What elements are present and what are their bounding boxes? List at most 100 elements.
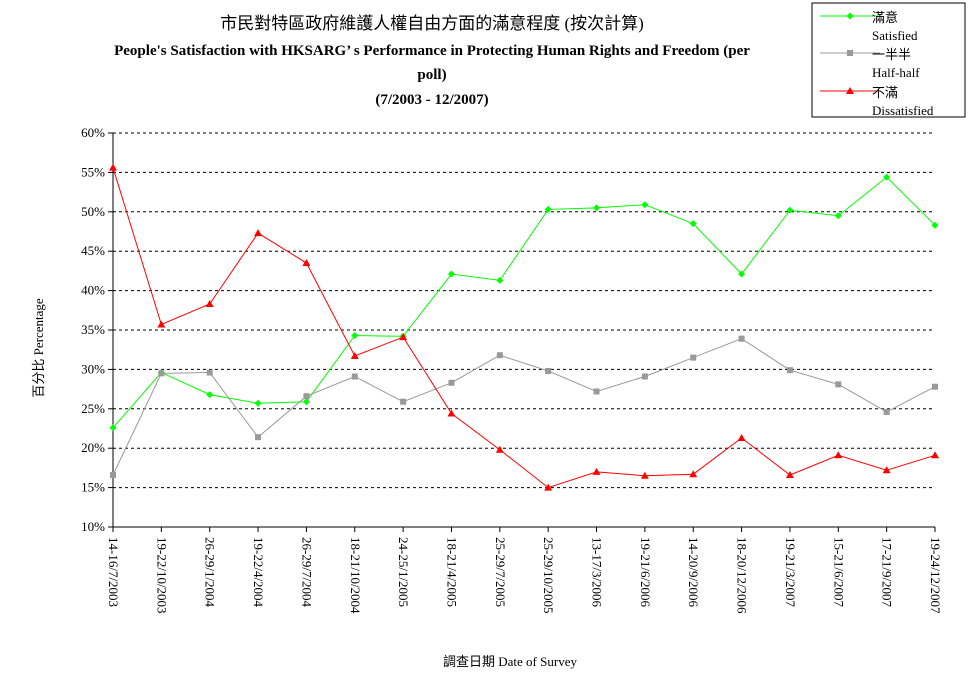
x-tick-label: 19-21/6/2006 — [638, 537, 653, 608]
data-point — [110, 471, 116, 478]
x-tick-label: 25-29/7/2005 — [493, 537, 508, 607]
data-point — [254, 229, 263, 237]
data-point — [834, 451, 843, 459]
legend-label: 滿意 — [872, 10, 898, 25]
x-tick-label: 17-21/9/2007 — [880, 537, 895, 608]
legend-label-en: Half-half — [872, 65, 920, 80]
data-point — [737, 433, 746, 441]
x-tick-label: 14-16/7/2003 — [106, 537, 121, 607]
legend-box — [811, 2, 966, 118]
y-tick-label: 20% — [81, 440, 105, 455]
data-point — [690, 354, 697, 361]
data-point — [641, 373, 648, 380]
series-line — [112, 338, 936, 476]
data-point — [786, 206, 794, 214]
data-point — [641, 201, 649, 209]
x-tick-label: 19-22/4/2004 — [251, 537, 266, 608]
x-tick-label: 24-25/1/2005 — [396, 537, 411, 607]
data-point — [205, 299, 214, 307]
y-axis-title: 百分比 Percentage — [31, 298, 46, 398]
legend-label: 不滿 — [872, 85, 898, 100]
x-tick-label: 15-21/6/2007 — [831, 537, 846, 608]
data-point — [351, 332, 359, 340]
legend-swatch-marker — [847, 50, 853, 56]
x-tick-label: 19-21/3/2007 — [783, 537, 798, 608]
data-point — [835, 381, 842, 388]
data-point — [593, 204, 601, 212]
data-point — [785, 470, 794, 478]
data-point — [545, 367, 552, 374]
data-point — [592, 467, 601, 475]
data-point — [738, 335, 745, 342]
data-point — [157, 320, 166, 328]
y-tick-label: 30% — [81, 361, 105, 376]
data-point — [882, 466, 891, 474]
data-point — [689, 470, 698, 478]
x-tick-label: 19-24/12/2007 — [928, 537, 943, 614]
legend-label: 一半半 — [872, 47, 911, 62]
legend-label-en: Dissatisfied — [872, 103, 934, 118]
data-point — [302, 398, 310, 406]
legend: 滿意 Satisfied 一半半 Half-half 不滿 Dissatisfied — [811, 2, 966, 118]
data-point — [496, 352, 503, 359]
x-tick-label: 18-21/4/2005 — [444, 537, 459, 607]
chart-title: 市民對特區政府維護人權自由方面的滿意程度 (按次計算) — [220, 14, 644, 33]
x-tick-label: 13-17/3/2006 — [590, 537, 605, 608]
data-point — [255, 434, 262, 441]
data-point — [932, 383, 938, 390]
data-point — [640, 471, 649, 479]
x-tick-label: 25-29/10/2005 — [541, 537, 556, 614]
chart-subtitle-line-1: People's Satisfaction with HKSARG’ s Per… — [114, 43, 750, 59]
data-point — [206, 369, 213, 376]
y-tick-label: 60% — [81, 125, 105, 140]
x-axis-title: 調查日期 Date of Survey — [443, 654, 577, 669]
legend-swatch-marker — [846, 87, 854, 94]
x-tick-label: 18-21/10/2004 — [348, 537, 363, 614]
data-point — [931, 221, 939, 229]
axes-layer — [112, 133, 935, 528]
x-tick-label: 14-20/9/2006 — [686, 537, 701, 608]
data-point — [109, 424, 117, 432]
data-point — [593, 388, 600, 395]
data-point — [109, 163, 117, 171]
data-point — [351, 373, 358, 380]
data-point — [303, 393, 310, 400]
data-point — [738, 270, 746, 278]
legend-swatch-marker — [846, 12, 854, 20]
legend-items: 滿意 Satisfied 一半半 Half-half 不滿 Dissatisfied — [820, 10, 934, 118]
chart-subtitle-line-2: poll) — [417, 67, 446, 83]
series-layer — [109, 163, 939, 491]
series-line — [112, 167, 936, 489]
data-point — [883, 408, 890, 415]
legend-label-en: Satisfied — [872, 28, 918, 43]
data-point — [495, 445, 504, 453]
data-point — [544, 205, 552, 213]
y-tick-label: 55% — [81, 164, 105, 179]
data-point — [786, 367, 793, 374]
data-point — [206, 391, 214, 399]
data-point — [447, 270, 455, 278]
series-half-half — [110, 335, 938, 478]
series-line — [112, 176, 936, 429]
y-tick-label: 25% — [81, 401, 105, 416]
data-point — [448, 379, 455, 386]
series-dissatisfied — [109, 163, 939, 491]
y-tick-label: 10% — [81, 519, 105, 534]
data-point — [834, 212, 842, 220]
y-tick-label: 15% — [81, 480, 105, 495]
x-tick-label: 19-22/10/2003 — [154, 537, 169, 614]
data-point — [254, 399, 262, 407]
y-tick-label: 50% — [81, 204, 105, 219]
x-tick-label: 18-20/12/2006 — [735, 537, 750, 614]
y-tick-label: 45% — [81, 243, 105, 258]
x-tick-label: 26-29/7/2004 — [299, 537, 314, 608]
data-point — [883, 173, 891, 181]
y-tick-label: 40% — [81, 283, 105, 298]
data-point — [400, 398, 407, 405]
x-tick-label: 26-29/1/2004 — [203, 537, 218, 608]
data-point — [544, 483, 553, 491]
x-tick-labels: 14-16/7/2003 19-22/10/2003 26-29/1/2004 19-… — [106, 527, 943, 614]
y-tick-label: 35% — [81, 322, 105, 337]
data-point — [447, 409, 456, 417]
data-point — [350, 352, 359, 360]
